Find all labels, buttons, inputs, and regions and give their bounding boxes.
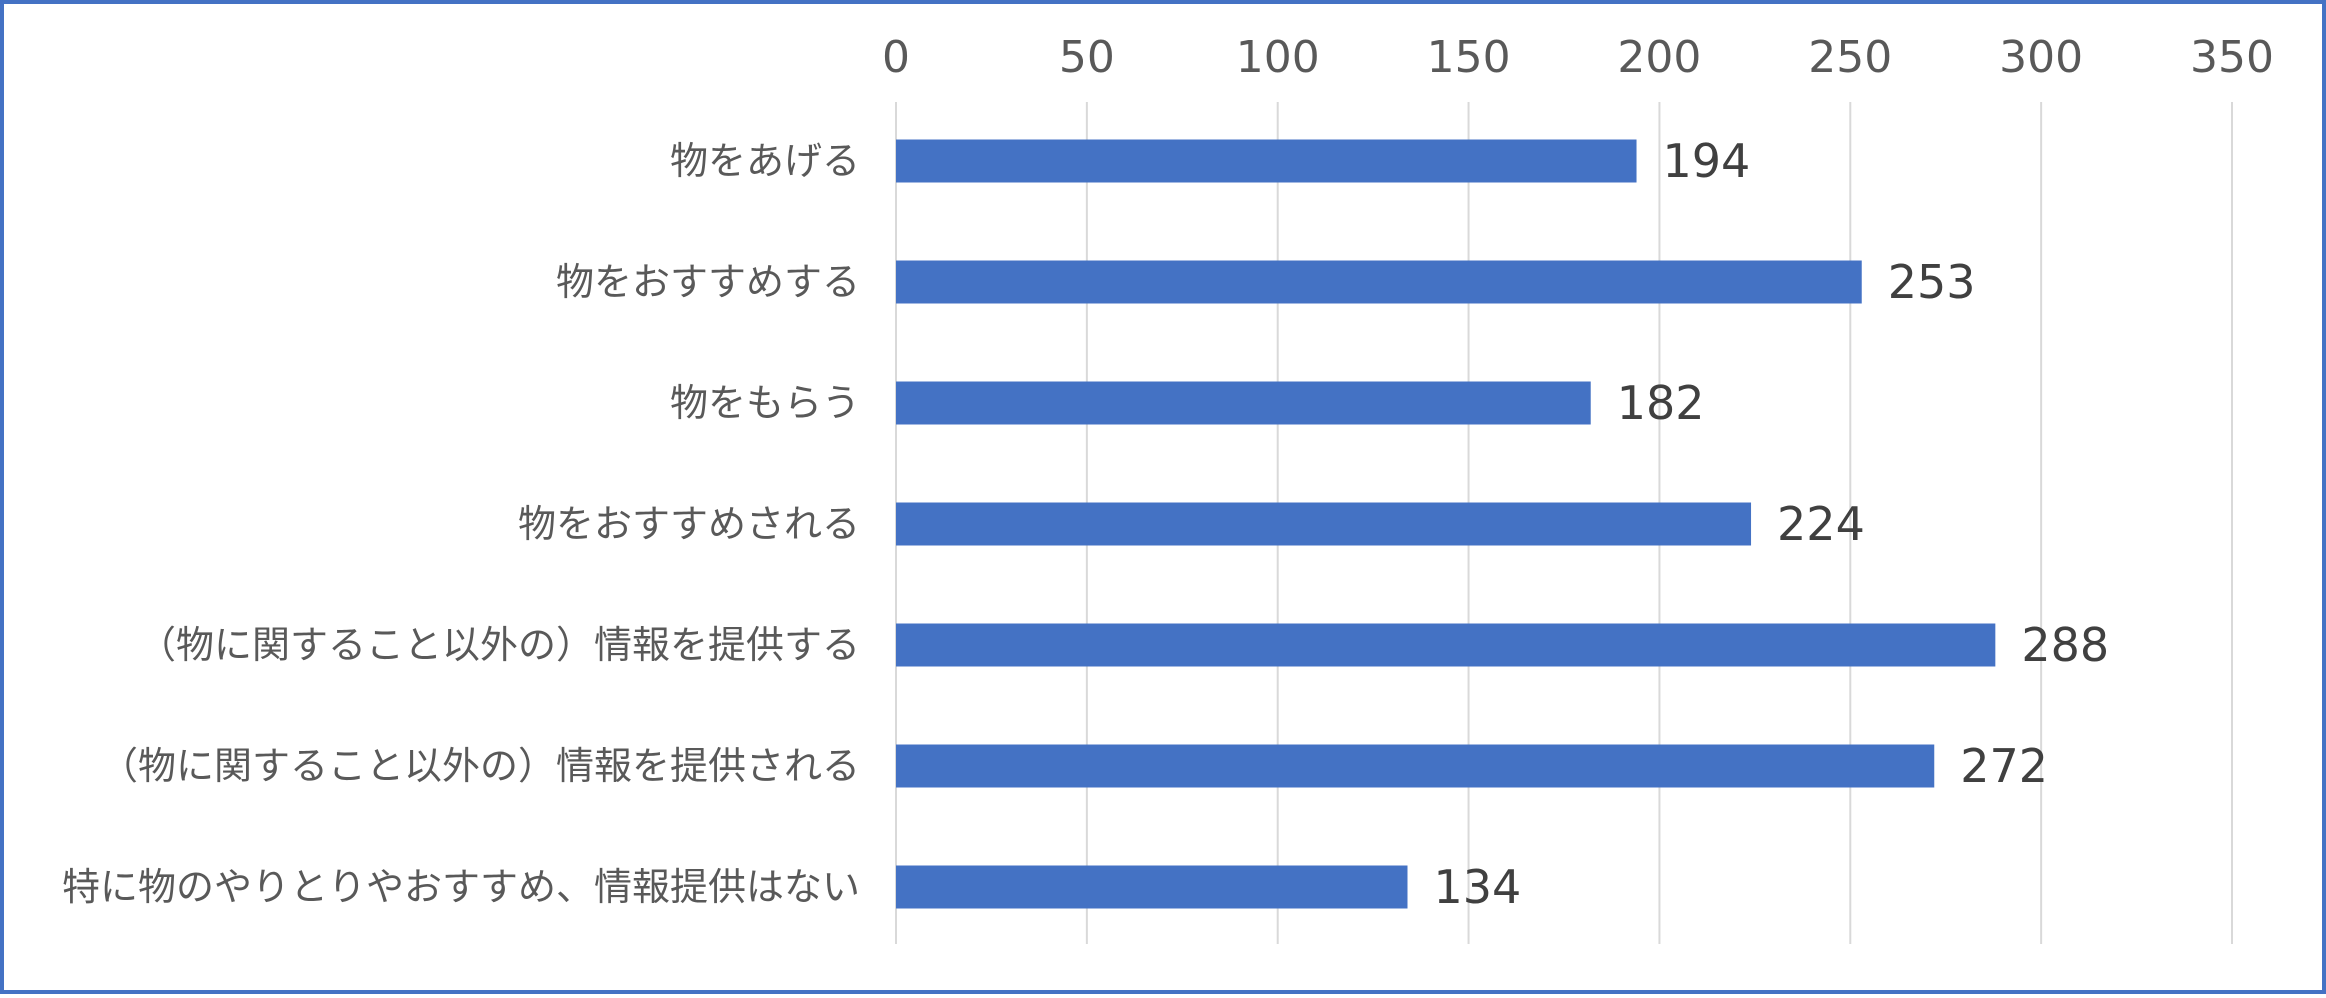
bar: [896, 381, 1591, 425]
category-label: 物をおすすめされる: [518, 502, 860, 546]
x-tick-label: 100: [1236, 32, 1320, 83]
data-label: 194: [1663, 134, 1751, 188]
x-axis-ticks: 0 50 100 150 200 250 300 350: [882, 32, 2274, 83]
x-tick-label: 250: [1808, 32, 1892, 83]
bar: [896, 865, 1408, 909]
category-label: （物に関すること以外の）情報を提供される: [100, 744, 860, 788]
x-tick-label: 200: [1617, 32, 1701, 83]
data-labels: 194 253 182 224 288 272 134: [1433, 134, 2109, 914]
data-label: 272: [1960, 739, 2048, 793]
category-label: 物をあげる: [670, 139, 860, 183]
x-tick-label: 50: [1059, 32, 1115, 83]
bar: [896, 139, 1637, 183]
x-tick-label: 150: [1427, 32, 1511, 83]
x-tick-label: 0: [882, 32, 910, 83]
bar: [896, 623, 1996, 667]
bar-chart: 0 50 100 150 200 250 300 350 物をあげる物をおすすめする物をもらう…: [62, 32, 2274, 944]
category-label: （物に関すること以外の）情報を提供する: [138, 623, 860, 667]
category-label: 物をもらう: [670, 381, 860, 425]
data-label: 288: [2021, 618, 2109, 672]
bar: [896, 260, 1862, 304]
bar: [896, 744, 1935, 788]
bar: [896, 502, 1752, 546]
x-tick-label: 350: [2190, 32, 2274, 83]
data-label: 134: [1433, 860, 1521, 914]
data-label: 253: [1888, 255, 1976, 309]
x-tick-label: 300: [1999, 32, 2083, 83]
category-label: 特に物のやりとりやおすすめ、情報提供はない: [62, 865, 860, 909]
bars: [896, 139, 1996, 909]
category-label: 物をおすすめする: [556, 260, 860, 304]
data-label: 224: [1777, 497, 1865, 551]
data-label: 182: [1617, 376, 1705, 430]
